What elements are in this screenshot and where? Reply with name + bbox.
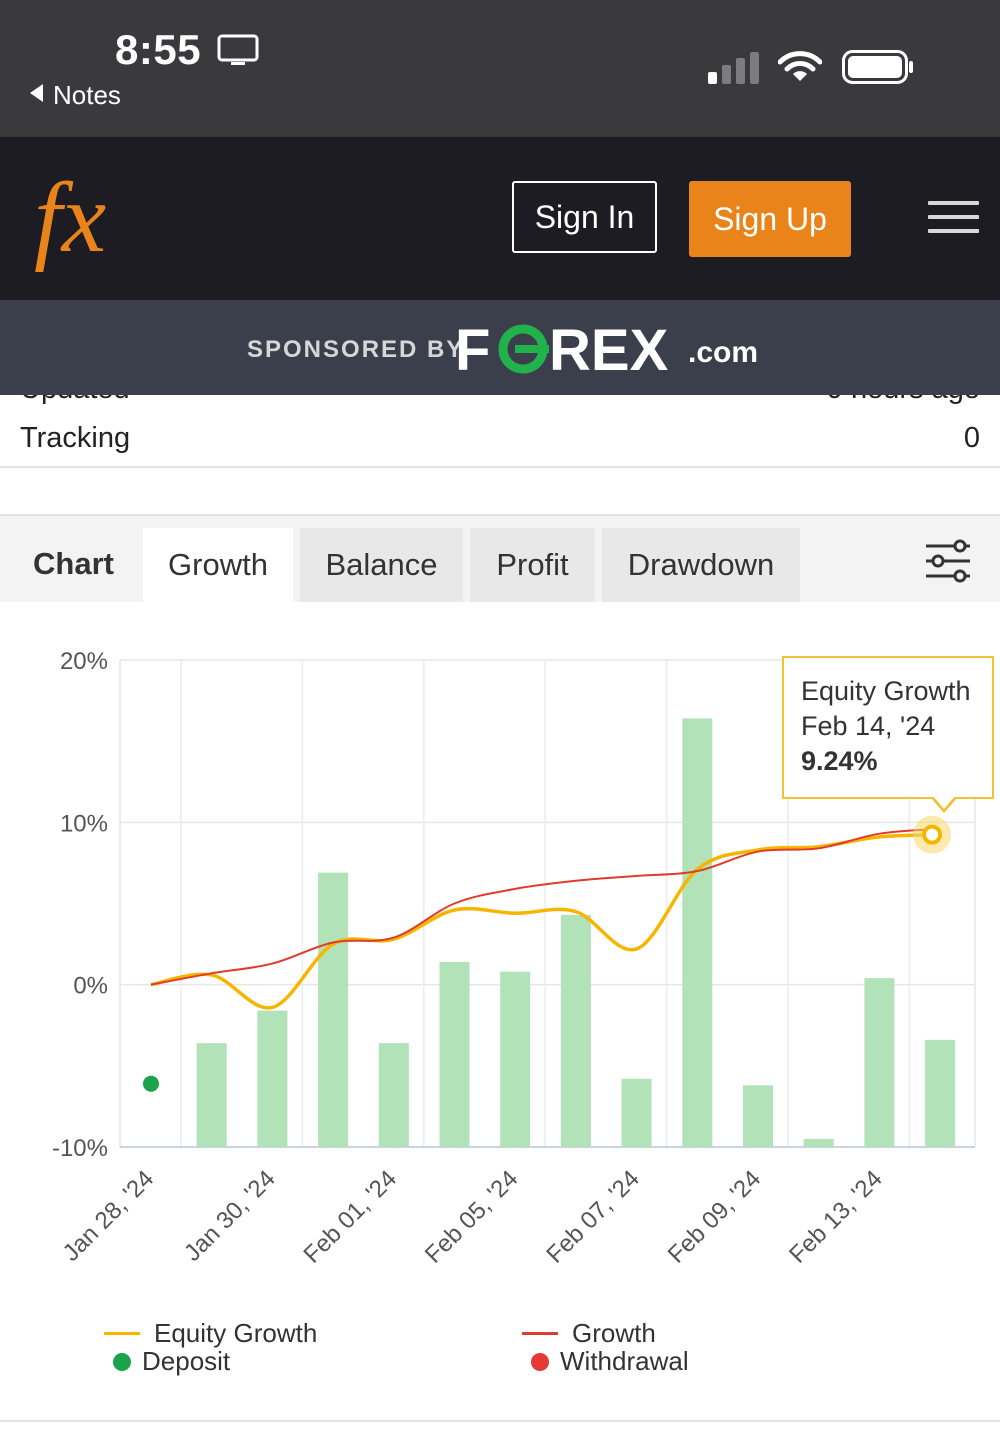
x-tick-label: Jan 28, '24 xyxy=(58,1165,160,1267)
legend-equity-growth[interactable]: Equity Growth xyxy=(104,1318,317,1349)
top-navigation: fx Sign In Sign Up xyxy=(0,137,1000,300)
tracking-label: Tracking xyxy=(20,422,131,454)
x-tick-label: Feb 05, '24 xyxy=(420,1165,523,1268)
legend-withdrawal[interactable]: Withdrawal xyxy=(522,1346,689,1377)
y-tick-label: 20% xyxy=(60,648,108,675)
hamburger-menu-icon[interactable] xyxy=(928,201,979,237)
bar xyxy=(318,872,349,1147)
legend-line-growth xyxy=(522,1332,558,1335)
legend-label: Deposit xyxy=(142,1346,231,1376)
tooltip-series: Equity Growth xyxy=(801,676,971,706)
tab-drawdown[interactable]: Drawdown xyxy=(602,528,800,602)
tooltip-value: 9.24% xyxy=(801,746,878,776)
bar xyxy=(560,914,591,1147)
bar xyxy=(682,718,713,1147)
cellular-signal-icon xyxy=(708,52,759,84)
tooltip-pointer-fill xyxy=(933,796,955,809)
chart-settings-icon[interactable] xyxy=(924,538,972,584)
updated-row: Updated 9 hours ago xyxy=(0,395,1000,407)
wifi-icon xyxy=(778,51,822,81)
legend-line-equity xyxy=(104,1332,140,1335)
svg-text:F: F xyxy=(455,318,490,378)
tracking-row: Tracking 0 xyxy=(0,410,1000,468)
x-tick-label: Jan 30, '24 xyxy=(179,1165,281,1267)
bar xyxy=(378,1043,409,1147)
bar xyxy=(439,961,470,1147)
bar xyxy=(925,1039,956,1147)
x-tick-label: Feb 01, '24 xyxy=(299,1165,402,1268)
tab-balance[interactable]: Balance xyxy=(300,528,463,602)
svg-text:REX: REX xyxy=(549,318,669,378)
battery-icon xyxy=(842,50,913,84)
legend-deposit[interactable]: Deposit xyxy=(104,1346,230,1377)
chart-tooltip: Equity Growth Feb 14, '24 9.24% xyxy=(782,656,994,799)
screen-mirroring-icon xyxy=(217,34,259,65)
back-to-notes-button[interactable]: Notes xyxy=(30,80,121,111)
chart-label: Chart xyxy=(33,546,114,581)
updated-key: Updated xyxy=(20,395,130,406)
bar xyxy=(621,1078,652,1147)
y-tick-label: -10% xyxy=(52,1135,108,1162)
sign-up-button[interactable]: Sign Up xyxy=(689,181,851,257)
divider xyxy=(0,1420,1000,1422)
x-tick-label: Feb 13, '24 xyxy=(784,1165,887,1268)
legend-dot-deposit xyxy=(113,1352,131,1371)
svg-text:.com: .com xyxy=(688,336,758,369)
bar xyxy=(743,1085,773,1147)
x-tick-label: Feb 09, '24 xyxy=(663,1165,766,1268)
bar xyxy=(257,1010,288,1147)
highlight-point xyxy=(922,824,943,845)
deposit-marker xyxy=(143,1075,159,1092)
bar xyxy=(803,1138,834,1147)
status-bar: 8:55 Notes xyxy=(0,0,1000,137)
chart-tab-bar: Chart Growth Balance Profit Drawdown xyxy=(0,514,1000,602)
tab-growth[interactable]: Growth xyxy=(143,528,293,602)
sponsor-banner[interactable]: SPONSORED BY F REX .com xyxy=(0,300,1000,395)
updated-value: 9 hours ago xyxy=(827,395,980,406)
y-tick-label: 0% xyxy=(73,973,108,1000)
status-time: 8:55 xyxy=(115,26,202,73)
y-tick-label: 10% xyxy=(60,810,108,837)
sponsored-by-label: SPONSORED BY xyxy=(247,336,465,363)
forex-logo: F REX .com xyxy=(455,318,758,378)
series-line-equity-growth xyxy=(150,832,941,1010)
bar xyxy=(196,1043,227,1147)
bar xyxy=(500,971,531,1147)
back-arrow-icon xyxy=(30,84,43,102)
svg-text:fx: fx xyxy=(34,162,106,273)
legend-label: Equity Growth xyxy=(154,1318,318,1348)
x-tick-label: Feb 07, '24 xyxy=(541,1165,644,1268)
series-line-growth xyxy=(150,827,941,986)
tooltip-date: Feb 14, '24 xyxy=(801,711,936,741)
bar xyxy=(864,978,895,1147)
legend-label: Growth xyxy=(572,1318,656,1348)
growth-chart[interactable]: 20% 10% 0% -10% Jan 28, '24 Jan 30, '24 Feb 01… xyxy=(0,600,1000,1300)
fx-logo[interactable]: fx xyxy=(30,155,140,275)
sign-in-button[interactable]: Sign In xyxy=(512,181,657,253)
tracking-value: 0 xyxy=(963,422,980,454)
back-label: Notes xyxy=(53,80,121,110)
tab-profit[interactable]: Profit xyxy=(470,528,595,602)
legend-label: Withdrawal xyxy=(560,1346,689,1376)
legend-dot-withdrawal xyxy=(531,1352,549,1371)
legend-growth[interactable]: Growth xyxy=(522,1318,656,1349)
chart-legend: Equity Growth Deposit Growth Withdrawal xyxy=(0,1310,1000,1400)
